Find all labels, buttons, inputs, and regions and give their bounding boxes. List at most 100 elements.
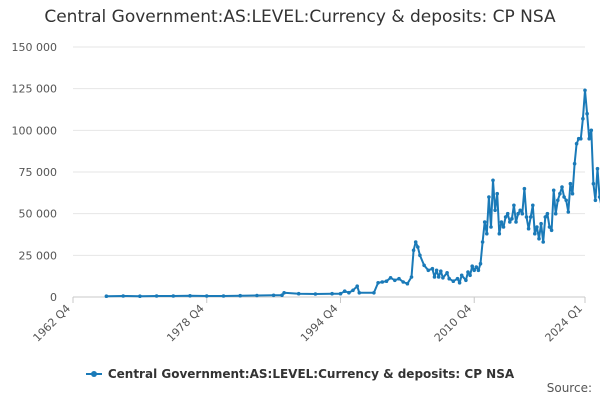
legend-label: Central Government:AS:LEVEL:Currency & d… [107,367,515,381]
x-tick-label: 2010 Q4 [432,302,475,345]
y-tick-label: 150 000 [12,41,58,54]
data-point [593,198,598,203]
y-tick-label: 100 000 [12,124,58,137]
data-point [432,275,437,279]
data-point [522,186,527,191]
data-point [474,265,479,269]
data-point [581,116,585,121]
data-point [384,279,389,284]
data-point [154,294,159,298]
grid-lines [73,46,585,298]
data-point [280,293,284,298]
data-point [487,195,491,199]
data-point [397,276,401,281]
data-point [516,211,520,216]
data-point [537,236,541,241]
data-point [255,293,259,298]
data-point [508,220,512,224]
data-point [476,268,481,273]
data-point [480,240,485,244]
data-point [455,276,460,281]
data-point [296,291,301,296]
y-tick-label: 25 000 [19,249,58,262]
data-point [464,278,468,283]
data-point [238,293,242,298]
data-point [541,240,545,244]
y-tick-label: 125 000 [12,83,58,96]
data-point [497,231,502,236]
data-point [380,280,385,284]
data-point [503,215,508,219]
data-point [430,266,435,271]
data-point [526,226,531,231]
data-point [347,290,351,295]
data-point [355,284,360,289]
data-point [357,291,362,295]
data-point [351,288,355,293]
data-point [528,215,533,219]
data-point [531,203,535,208]
data-point [405,281,410,286]
data-point [472,268,477,273]
data-point [485,231,489,236]
data-point [560,185,564,189]
data-point [422,263,426,268]
data-point [505,211,510,216]
data-point [501,225,506,229]
data-point [545,211,550,216]
data-point [393,278,397,283]
data-point [478,261,483,266]
y-tick-label: 75 000 [19,166,58,179]
data-point [416,245,420,249]
data-point [597,195,600,199]
data-point [447,276,452,281]
data-point [520,211,525,216]
data-point [566,210,571,214]
data-point [551,188,556,193]
data-point [572,161,577,166]
data-point [564,198,568,203]
data-point [570,191,575,196]
legend[interactable]: Central Government:AS:LEVEL:Currency & d… [0,364,600,381]
data-point [188,294,192,298]
data-point [121,294,125,298]
data-point [171,294,176,298]
data-point [441,276,445,280]
data-point [342,289,347,294]
data-point [587,136,591,141]
data-point [401,280,406,284]
data-point [549,228,554,233]
data-point [330,291,334,296]
data-point [426,268,431,273]
data-point [138,294,142,299]
data-point [510,216,514,221]
data-point [574,141,579,146]
data-point [568,181,573,186]
chart-title: Central Government:AS:LEVEL:Currency & d… [44,7,556,27]
data-point [558,191,562,196]
x-tick-label: 2024 Q1 [543,302,586,345]
data-point [535,225,539,229]
data-point [547,225,552,229]
data-point [583,88,587,93]
data-point [418,253,422,258]
data-point [338,291,343,296]
x-tick-label: 1978 Q4 [164,302,207,345]
data-point [585,111,589,116]
data-point [539,221,543,226]
data-point [562,195,566,199]
data-point [518,208,522,213]
data-point [466,270,470,274]
data-point [512,203,516,208]
data-point [436,275,441,279]
series-line [106,89,600,298]
data-point [457,281,462,285]
y-tick-label: 50 000 [19,208,58,221]
x-tick-label: 1962 Q4 [31,302,74,345]
data-point [499,220,504,224]
data-point [282,291,286,295]
data-point [411,248,416,253]
data-point [451,279,456,284]
data-point [579,136,583,141]
